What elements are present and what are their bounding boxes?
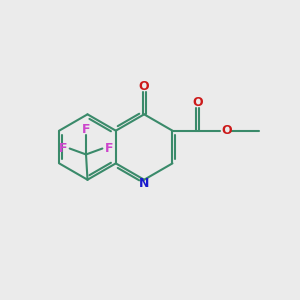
Text: N: N: [139, 177, 149, 190]
Text: F: F: [105, 142, 113, 155]
Text: O: O: [139, 80, 149, 93]
Text: F: F: [59, 142, 68, 155]
Text: O: O: [221, 124, 232, 137]
Text: O: O: [192, 96, 203, 109]
Text: F: F: [82, 123, 90, 136]
